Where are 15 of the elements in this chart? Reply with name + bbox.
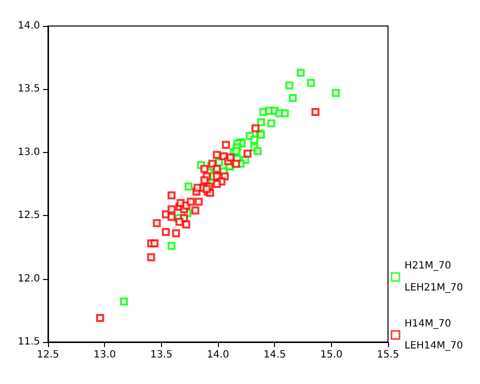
x-tick-label: 13.5 <box>150 350 172 360</box>
y-tick-label: 13.0 <box>18 146 40 158</box>
x-tick-label: 14.0 <box>206 350 230 360</box>
y-tick-label: 12.0 <box>18 273 40 284</box>
x-tick-label: 15.5 <box>376 350 400 360</box>
y-tick-label: 11.5 <box>18 336 40 348</box>
x-tick-label: 12.5 <box>36 350 60 360</box>
y-tick-label: 12.5 <box>18 210 40 222</box>
y-tick-label: 14.0 <box>18 20 40 32</box>
x-tick-label: 13.0 <box>94 350 116 360</box>
x-tick-label: 14.5 <box>264 350 286 360</box>
x-tick-label: 15.0 <box>320 350 342 360</box>
legend-label: H21M_70 LEH21M_70 <box>404 260 464 294</box>
legend-label: H14M_70 LEH14M_70 <box>404 318 464 352</box>
y-tick-label: 13.5 <box>18 84 40 95</box>
